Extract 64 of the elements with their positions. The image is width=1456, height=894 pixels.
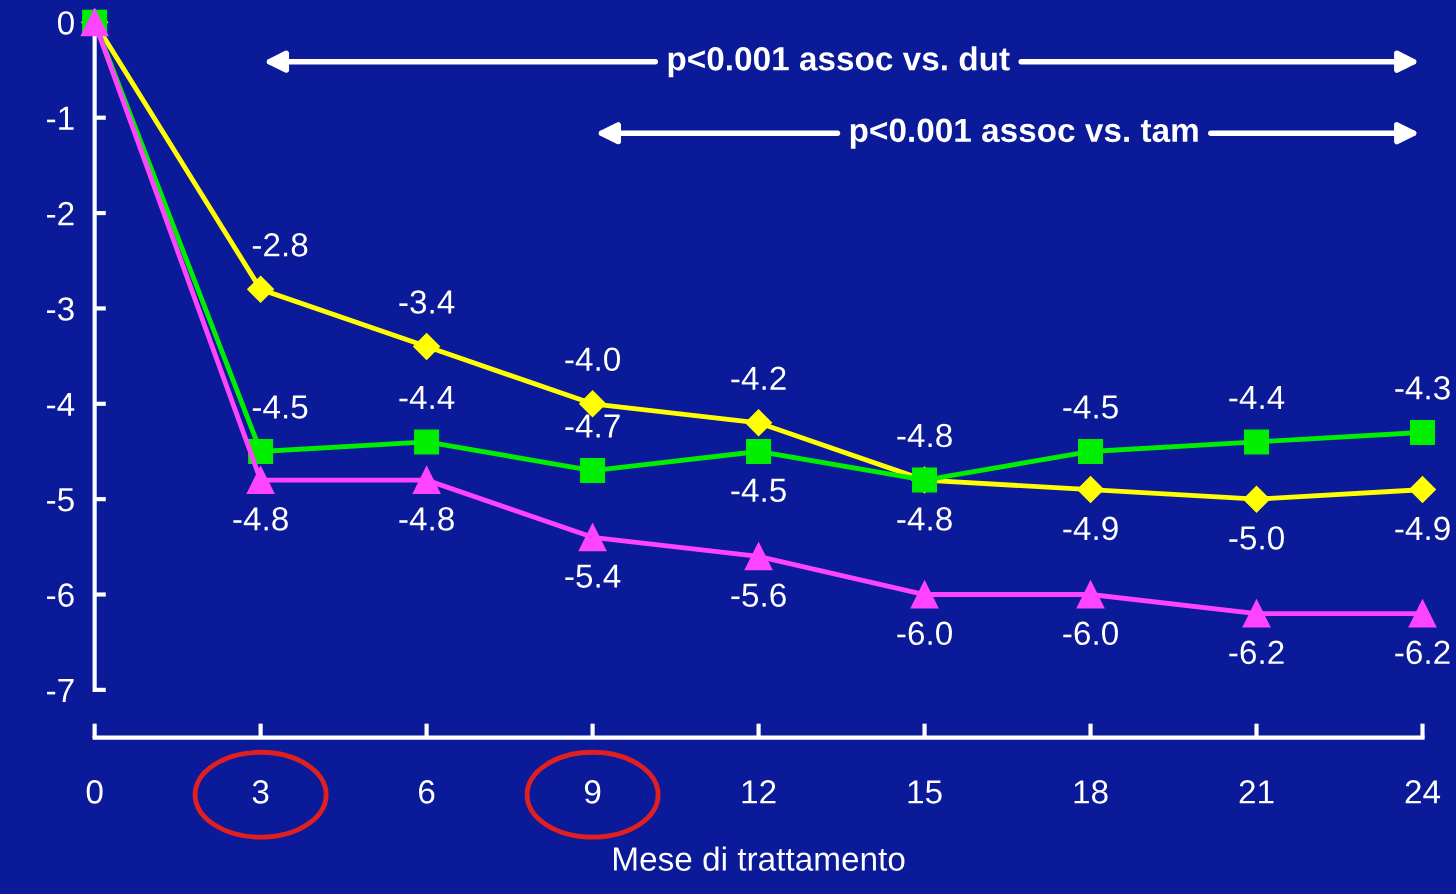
x-tick-label: 24 — [1405, 780, 1441, 804]
point — [1076, 580, 1105, 609]
data-label: -4.5 — [731, 478, 786, 503]
x-tick-label: 21 — [1239, 780, 1274, 804]
y-tick-label: -2 — [47, 201, 74, 226]
point — [1078, 438, 1104, 464]
point — [578, 523, 607, 552]
x-axis-title: Mese di trattamento — [614, 846, 905, 871]
x-tick-label: 6 — [419, 780, 435, 804]
point — [1243, 485, 1270, 513]
data-label: -4.4 — [1229, 385, 1285, 409]
data-label: -4.2 — [731, 366, 786, 390]
point — [247, 275, 275, 303]
y-tick-label: 0 — [57, 11, 74, 35]
data-label: -4.7 — [565, 414, 620, 438]
point — [580, 458, 606, 484]
data-label: -4.8 — [897, 507, 952, 531]
point — [1410, 419, 1436, 445]
point — [745, 409, 773, 437]
annotation: p<0.001 assoc vs. tam — [850, 118, 1198, 149]
point — [414, 429, 440, 455]
point — [744, 542, 773, 571]
point — [1244, 429, 1270, 455]
data-label: -4.0 — [565, 347, 621, 372]
x-tick-label: 9 — [584, 780, 601, 804]
data-label: -3.4 — [399, 290, 455, 314]
y-tick-label: -4 — [47, 392, 75, 416]
x-tick-label: 18 — [1074, 780, 1108, 804]
y-tick-label: -6 — [47, 583, 74, 607]
data-label: -4.3 — [1395, 376, 1450, 400]
x-tick-label: 3 — [252, 780, 269, 804]
data-label: -6.0 — [897, 621, 952, 646]
point — [412, 466, 441, 494]
data-label: -4.4 — [399, 385, 455, 409]
point — [413, 333, 441, 361]
data-label: -6.2 — [1229, 640, 1284, 665]
data-label: -5.0 — [1229, 526, 1284, 550]
data-label: -2.8 — [252, 233, 308, 257]
data-label: -4.5 — [252, 395, 308, 419]
point — [910, 580, 939, 609]
point — [246, 466, 275, 494]
x-tick-label: 0 — [86, 780, 103, 804]
x-tick-label: 12 — [742, 780, 776, 804]
annotation: p<0.001 assoc vs. dut — [668, 46, 1010, 78]
point — [1077, 476, 1105, 504]
point — [1408, 599, 1437, 628]
y-tick-label: -5 — [47, 488, 74, 512]
data-label: -5.6 — [731, 583, 786, 607]
data-label: -6.0 — [1063, 621, 1118, 646]
data-label: -4.5 — [1063, 395, 1118, 419]
data-label: -4.8 — [399, 507, 454, 531]
point — [1409, 476, 1436, 504]
data-label: -4.9 — [1395, 516, 1450, 541]
data-label: -5.4 — [565, 564, 621, 588]
y-tick-label: -1 — [47, 106, 74, 130]
data-label: -4.9 — [1063, 516, 1118, 541]
y-tick-label: -3 — [47, 297, 74, 321]
data-label: -6.2 — [1395, 640, 1450, 665]
data-label: -4.8 — [233, 507, 288, 531]
point — [1242, 599, 1271, 628]
y-tick-label: -7 — [47, 679, 74, 702]
x-tick-label: 15 — [908, 780, 942, 804]
data-label: -4.8 — [897, 423, 952, 448]
point — [746, 438, 772, 464]
